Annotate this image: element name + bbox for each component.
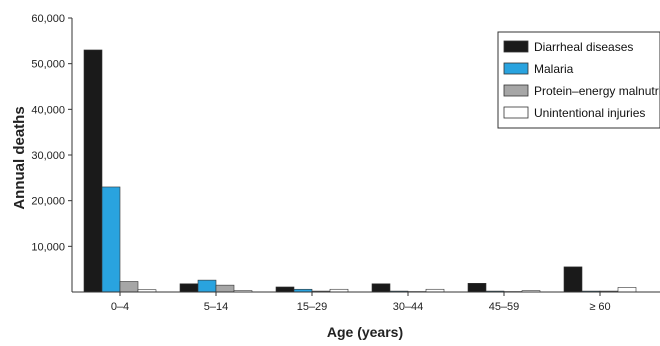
bars bbox=[83, 49, 637, 293]
legend-label: Diarrheal diseases bbox=[534, 40, 633, 54]
bar-diarrheal-diseases-3 bbox=[371, 283, 391, 293]
bar-diarrheal-diseases-5 bbox=[563, 266, 583, 293]
x-axis-ticks: 0–4 5–14 15–29 30–44 45–59 ≥ 60 bbox=[111, 292, 611, 313]
bar-unintentional-injuries-5 bbox=[617, 287, 637, 293]
legend-swatch bbox=[503, 106, 529, 119]
bar-protein-energy-malnutrition-0 bbox=[119, 281, 139, 293]
legend-swatch bbox=[503, 62, 529, 75]
y-tick-label: 50,000 bbox=[31, 59, 65, 71]
y-axis-label: Annual deaths bbox=[11, 106, 28, 209]
x-tick-label: 30–44 bbox=[393, 301, 424, 313]
y-tick-label: 30,000 bbox=[31, 150, 65, 162]
bar-diarrheal-diseases-1 bbox=[179, 283, 199, 293]
x-tick-label: 45–59 bbox=[489, 301, 520, 313]
x-axis-label: Age (years) bbox=[327, 324, 403, 340]
legend-label: Unintentional injuries bbox=[534, 106, 645, 120]
bar-malaria-1 bbox=[197, 279, 217, 293]
legend-swatch bbox=[503, 40, 529, 53]
legend-swatch bbox=[503, 84, 529, 97]
bar-diarrheal-diseases-0 bbox=[83, 49, 103, 293]
bar-protein-energy-malnutrition-1 bbox=[215, 284, 235, 293]
legend: Diarrheal diseases Malaria Protein–energy … bbox=[497, 31, 660, 129]
x-tick-label: ≥ 60 bbox=[589, 301, 610, 313]
y-tick-label: 20,000 bbox=[31, 196, 65, 208]
bar-diarrheal-diseases-2 bbox=[275, 286, 295, 293]
x-tick-label: 0–4 bbox=[111, 301, 129, 313]
legend-label: Malaria bbox=[534, 62, 574, 76]
y-tick-label: 60,000 bbox=[31, 13, 65, 25]
bar-diarrheal-diseases-4 bbox=[467, 283, 487, 293]
y-tick-label: 40,000 bbox=[31, 104, 65, 116]
legend-label: Protein–energy malnutrition bbox=[534, 84, 660, 98]
y-axis-ticks: 10,000 20,000 30,000 40,000 50,000 60,000 bbox=[31, 13, 72, 253]
y-tick-label: 10,000 bbox=[31, 241, 65, 253]
x-tick-label: 15–29 bbox=[297, 301, 328, 313]
bar-malaria-0 bbox=[101, 186, 121, 293]
x-tick-label: 5–14 bbox=[204, 301, 228, 313]
